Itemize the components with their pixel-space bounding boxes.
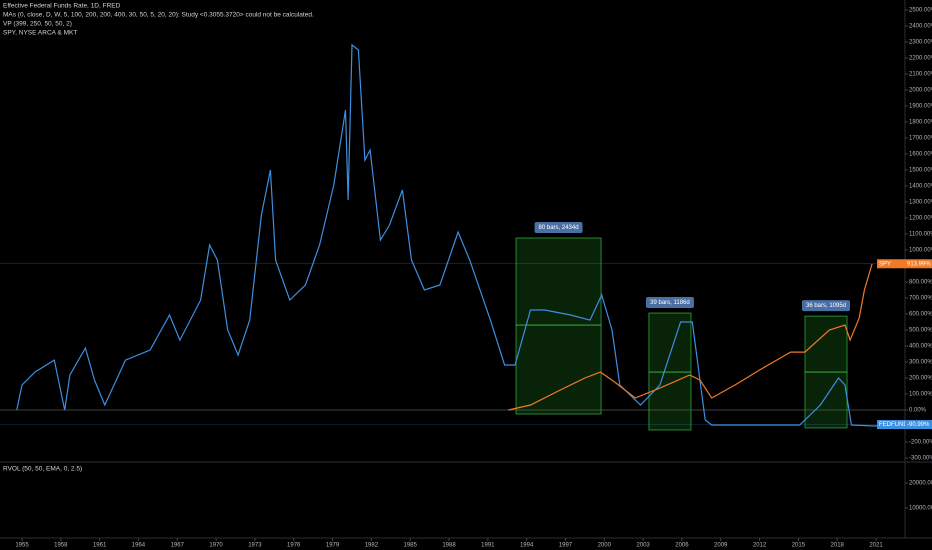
x-tick-label: 2003 [636, 543, 650, 549]
series-name: SPY [879, 261, 891, 267]
y-tick-label: 1900.00% [909, 104, 932, 110]
x-tick-label: 1964 [132, 543, 146, 549]
y-tick-label: 800.00% [909, 280, 932, 286]
y-tick-label: 1700.00% [909, 136, 932, 142]
x-tick-label: 2018 [831, 543, 845, 549]
x-tick-label: 1970 [209, 543, 223, 549]
x-tick-label: 1988 [442, 543, 456, 549]
pane-title: RVOL (50, 50, EMA, 0, 2.5) [3, 466, 82, 473]
x-tick-label: 2021 [869, 543, 883, 549]
y-tick-label: 1500.00% [909, 168, 932, 174]
y-tick-label: 2100.00% [909, 72, 932, 78]
value-tag [905, 420, 932, 430]
measure-label: 80 bars, 2434d [539, 225, 579, 231]
value-tag [905, 259, 932, 269]
y-tick-label: 1600.00% [909, 152, 932, 158]
y-tick-label: 2300.00% [909, 40, 932, 46]
series-last-label: -90.99% [907, 422, 930, 428]
y-tick-label: 2000.00% [909, 88, 932, 94]
series-line [16, 43, 905, 427]
y-tick-label: 2500.00% [909, 8, 932, 14]
x-tick-label: 1976 [287, 543, 301, 549]
legend-line: VP (399, 250, 50, 50, 2) [3, 21, 72, 28]
legend-line: MAs (0, close, D, W, 5, 100, 200, 200, 4… [3, 12, 314, 19]
x-tick-label: 1973 [248, 543, 262, 549]
series-name: FEDFUNDS [879, 422, 912, 428]
legend-line: SPY, NYSE ARCA & MKT [3, 30, 77, 37]
measure-box [515, 237, 602, 415]
measure-label: 36 bars, 1095d [806, 303, 846, 309]
x-tick-label: 1955 [15, 543, 29, 549]
x-tick-label: 1958 [54, 543, 68, 549]
name-tag [877, 259, 905, 269]
y-tick-label: -300.00% [909, 456, 932, 462]
x-tick-label: 2015 [792, 543, 806, 549]
y-tick-label: 2200.00% [909, 56, 932, 62]
x-tick-label: 1991 [481, 543, 495, 549]
y-tick-label: 600.00% [909, 312, 932, 318]
y-tick-label: 2400.00% [909, 24, 932, 30]
y-tick-label: 700.00% [909, 296, 932, 302]
x-tick-label: 1994 [520, 543, 534, 549]
y-tick-label: 200.00% [909, 376, 932, 382]
y-tick-label: 0.00% [909, 408, 927, 414]
measure-box [648, 312, 692, 431]
x-tick-label: 2000 [598, 543, 612, 549]
series-line [508, 263, 873, 411]
y-tick-label: 1100.00% [909, 232, 932, 238]
y-tick-label: 400.00% [909, 344, 932, 350]
x-tick-label: 1979 [326, 543, 340, 549]
x-tick-label: 2006 [675, 543, 689, 549]
measure-label: 39 bars, 1186d [650, 300, 690, 306]
measure-tag [534, 222, 583, 233]
y-tick-label: 300.00% [909, 360, 932, 366]
x-tick-label: 1985 [404, 543, 418, 549]
y-tick-label: -200.00% [909, 440, 932, 446]
x-tick-label: 2009 [714, 543, 728, 549]
y-tick-label: 20000.00 [909, 481, 932, 487]
y-tick-label: 500.00% [909, 328, 932, 334]
name-tag [877, 420, 905, 430]
y-tick-label: 1000.00% [909, 248, 932, 254]
x-tick-label: 1967 [171, 543, 185, 549]
y-tick-label: 1400.00% [909, 184, 932, 190]
x-tick-label: 1961 [93, 543, 107, 549]
y-tick-label: 1800.00% [909, 120, 932, 126]
y-tick-label: 1200.00% [909, 216, 932, 222]
series-last-label: 913.99% [907, 261, 931, 267]
x-tick-label: 1982 [365, 543, 379, 549]
y-tick-label: 10000.00 [909, 506, 932, 512]
y-tick-label: 1300.00% [909, 200, 932, 206]
y-tick-label: 100.00% [909, 392, 932, 398]
x-tick-label: 1997 [559, 543, 573, 549]
x-tick-label: 2012 [753, 543, 767, 549]
measure-tag [645, 297, 694, 309]
measure-tag [802, 300, 851, 312]
legend-line: Effective Federal Funds Rate, 1D, FRED [3, 3, 121, 10]
